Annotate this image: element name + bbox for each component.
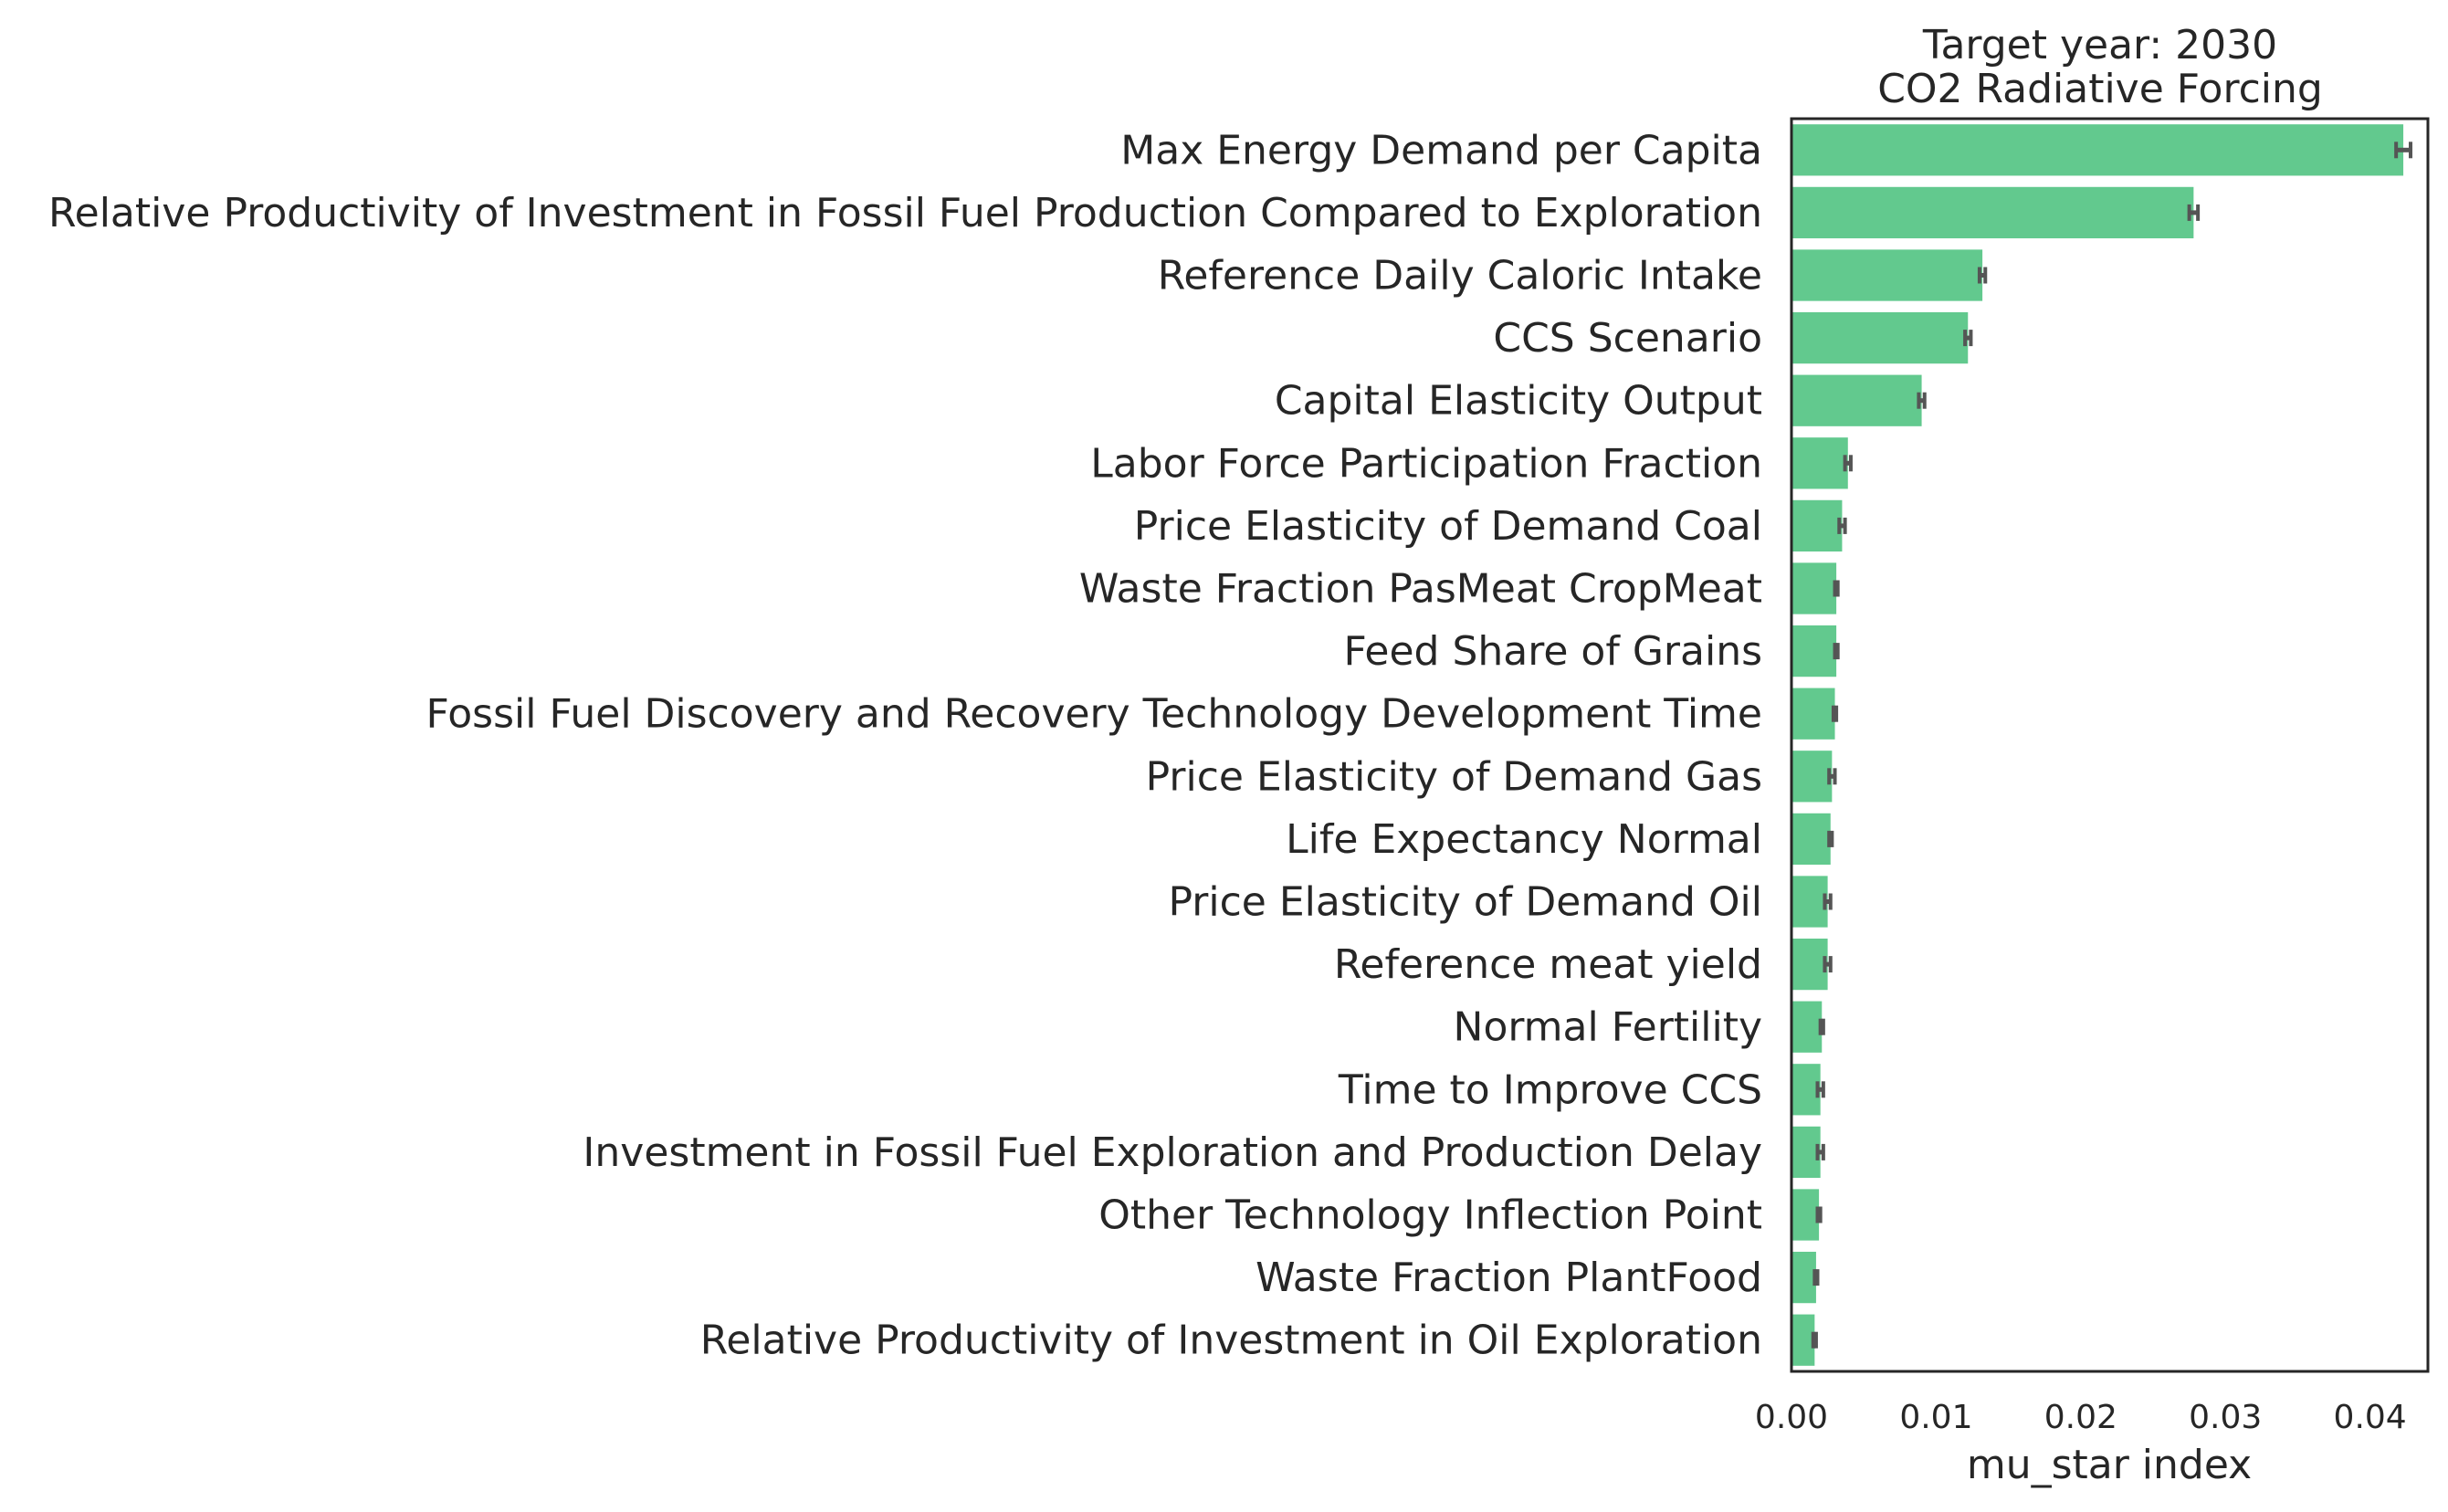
category-label: Investment in Fossil Fuel Exploration an…: [583, 1129, 1762, 1176]
error-bar: [1823, 893, 1833, 910]
category-label: Price Elasticity of Demand Coal: [1134, 503, 1762, 550]
x-tick-label: 0.04: [2334, 1399, 2407, 1436]
category-label: Labor Force Participation Fraction: [1090, 440, 1762, 487]
x-axis-label: mu_star index: [1967, 1442, 2252, 1488]
chart-title: Target year: 2030 CO2 Radiative Forcing: [1877, 22, 2323, 112]
bar: [1791, 1001, 1823, 1053]
x-tick-label: 0.03: [2189, 1399, 2262, 1436]
error-bar: [1833, 580, 1840, 597]
error-bar: [2394, 142, 2412, 159]
bar: [1791, 938, 1828, 991]
category-label: Price Elasticity of Demand Oil: [1169, 879, 1762, 926]
bar: [1791, 876, 1828, 928]
bar: [1791, 124, 2404, 176]
x-tick-label: 0.02: [2044, 1399, 2117, 1436]
category-label: Relative Productivity of Investment in O…: [700, 1318, 1762, 1364]
category-label: Relative Productivity of Investment in F…: [48, 190, 1762, 236]
bars: [1791, 124, 2404, 1366]
category-label: Other Technology Inflection Point: [1098, 1192, 1762, 1239]
error-bar: [1843, 455, 1853, 472]
error-bar: [1917, 392, 1927, 409]
error-bar: [1815, 1081, 1825, 1098]
category-label: Time to Improve CCS: [1338, 1066, 1762, 1113]
category-label: Fossil Fuel Discovery and Recovery Techn…: [426, 691, 1762, 738]
error-bar: [1823, 956, 1833, 973]
error-bar: [1831, 705, 1839, 722]
category-label: CCS Scenario: [1493, 315, 1762, 362]
bar: [1791, 186, 2194, 239]
x-axis-ticks: 0.00 0.01 0.02 0.03 0.04: [1755, 1399, 2407, 1436]
category-label: Max Energy Demand per Capita: [1120, 127, 1762, 173]
category-label: Normal Fertility: [1454, 1004, 1762, 1051]
bar: [1791, 249, 1983, 301]
error-bar: [1815, 1143, 1825, 1160]
category-label: Life Expectancy Normal: [1286, 816, 1762, 863]
category-label: Feed Share of Grains: [1344, 628, 1763, 675]
plot-frame: [1790, 117, 2430, 1373]
error-bar: [1827, 768, 1837, 785]
error-bar: [1977, 267, 1988, 284]
bar: [1791, 374, 1922, 426]
category-label: Reference meat yield: [1334, 941, 1762, 988]
bar: [1791, 437, 1848, 489]
bar: [1791, 499, 1843, 552]
bar: [1791, 1064, 1821, 1116]
error-bar: [1837, 517, 1847, 534]
error-bar: [1811, 1331, 1818, 1349]
error-bars: [1811, 142, 2412, 1349]
bar: [1791, 562, 1837, 614]
category-label: Waste Fraction PlantFood: [1256, 1255, 1762, 1301]
x-tick-label: 0.01: [1899, 1399, 1972, 1436]
error-bar: [1827, 830, 1834, 847]
category-label: Reference Daily Caloric Intake: [1158, 253, 1762, 299]
error-bar: [1812, 1269, 1820, 1286]
bar: [1791, 751, 1833, 803]
category-labels: Max Energy Demand per Capita Relative Pro…: [48, 127, 1762, 1363]
bar: [1791, 1189, 1820, 1241]
bar: [1791, 1314, 1815, 1366]
error-bar: [1833, 643, 1840, 660]
bar: [1791, 625, 1837, 677]
bar: [1791, 688, 1835, 740]
error-bar: [1815, 1206, 1823, 1223]
bar: [1791, 311, 1969, 364]
category-label: Capital Elasticity Output: [1275, 378, 1762, 425]
category-label: Price Elasticity of Demand Gas: [1146, 753, 1762, 800]
error-bar: [2187, 204, 2201, 221]
bar: [1791, 813, 1831, 866]
error-bar: [1818, 1018, 1825, 1035]
x-tick-label: 0.00: [1755, 1399, 1828, 1436]
chart-title-line-2: CO2 Radiative Forcing: [1877, 66, 2323, 112]
category-label: Waste Fraction PasMeat CropMeat: [1079, 566, 1762, 613]
error-bar: [1963, 330, 1973, 347]
bar: [1791, 1251, 1816, 1304]
bar: [1791, 1126, 1821, 1179]
chart-title-line-1: Target year: 2030: [1922, 22, 2277, 68]
